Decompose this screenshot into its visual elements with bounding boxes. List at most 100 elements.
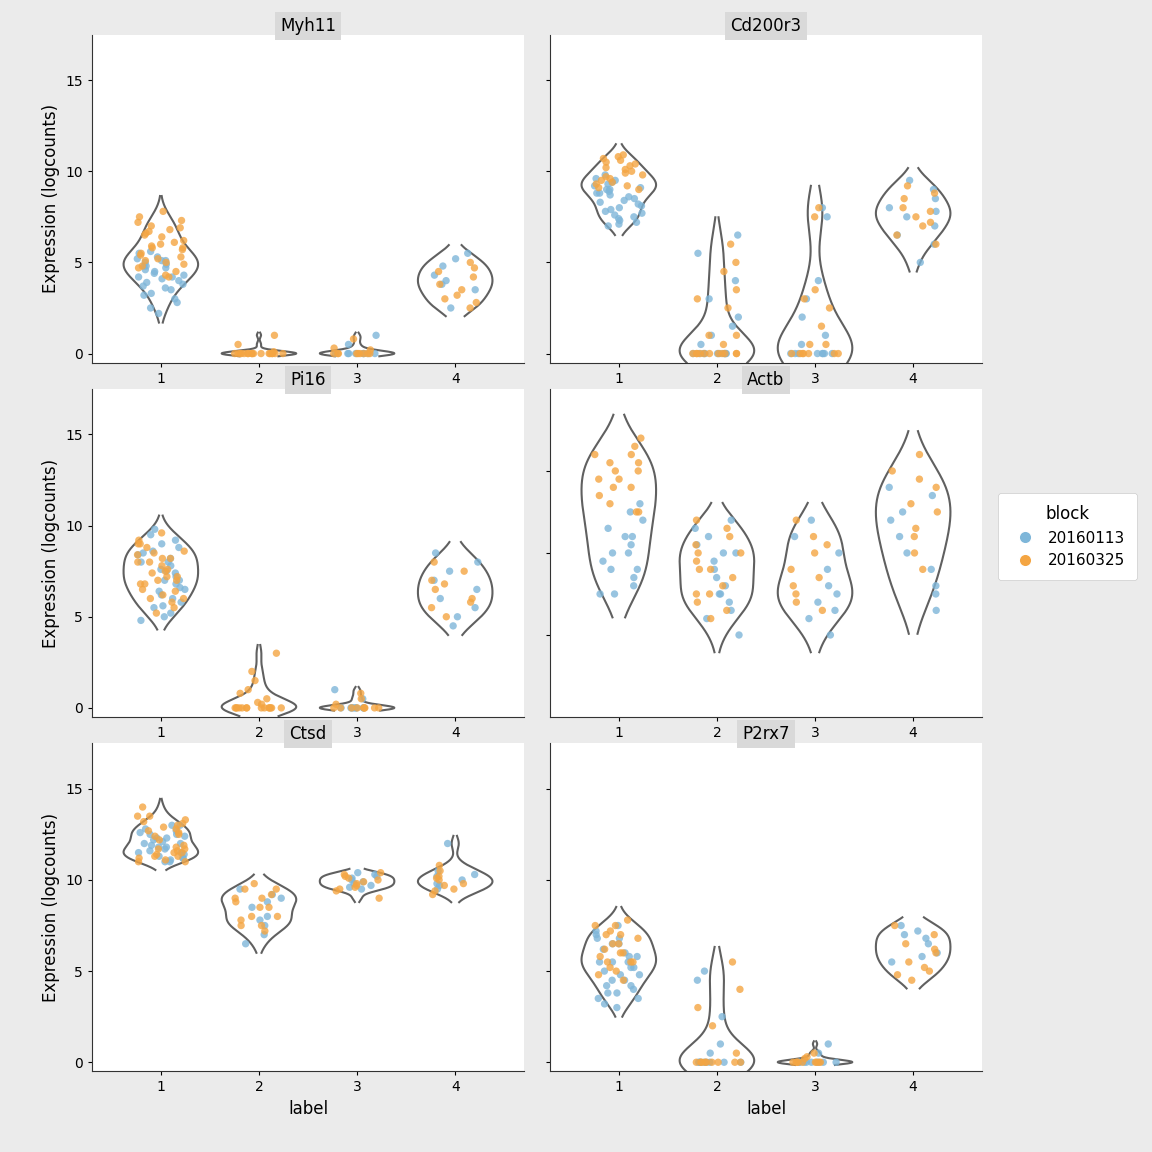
Point xyxy=(259,899,278,917)
Point xyxy=(808,1053,826,1071)
Point xyxy=(168,568,187,586)
Point xyxy=(361,344,379,363)
Point xyxy=(165,598,183,616)
Point xyxy=(130,207,149,226)
Point xyxy=(793,308,811,326)
Point xyxy=(136,251,154,270)
Point xyxy=(914,217,932,235)
Point xyxy=(145,598,164,616)
Point xyxy=(805,207,824,226)
Point xyxy=(919,934,938,953)
Point xyxy=(591,947,609,965)
Point xyxy=(238,344,257,363)
Point xyxy=(827,1053,846,1071)
Point xyxy=(600,182,619,200)
Point xyxy=(795,289,813,308)
Point xyxy=(343,698,362,717)
Point xyxy=(435,575,454,593)
Point xyxy=(727,281,745,300)
Point xyxy=(829,544,848,562)
Point xyxy=(175,840,194,858)
Legend: 20160113, 20160325: 20160113, 20160325 xyxy=(998,493,1137,581)
Point xyxy=(828,585,847,604)
Point xyxy=(229,335,248,354)
Point xyxy=(142,525,160,544)
Point xyxy=(786,528,804,546)
Point xyxy=(174,238,192,257)
Point xyxy=(152,560,170,578)
Point xyxy=(166,531,184,550)
Point xyxy=(895,189,914,207)
Point xyxy=(732,544,750,562)
Point xyxy=(714,544,733,562)
Point xyxy=(173,843,191,862)
Point xyxy=(150,304,168,323)
Point xyxy=(439,834,457,852)
Point xyxy=(164,590,182,608)
Point xyxy=(162,267,181,286)
Point xyxy=(461,298,479,317)
Point xyxy=(717,576,735,594)
Point xyxy=(167,820,185,839)
Point xyxy=(161,550,180,568)
Point xyxy=(156,571,174,590)
Point xyxy=(599,175,617,194)
Point xyxy=(797,289,816,308)
Point xyxy=(880,198,899,217)
Point xyxy=(888,226,907,244)
Point xyxy=(910,446,929,464)
Point xyxy=(174,849,192,867)
Point xyxy=(134,581,152,599)
Point xyxy=(804,528,823,546)
Point xyxy=(157,850,175,869)
Point xyxy=(926,585,945,604)
Point xyxy=(797,1053,816,1071)
Point xyxy=(925,940,943,958)
Point xyxy=(697,1053,715,1071)
Point xyxy=(600,454,619,472)
Point xyxy=(252,698,271,717)
Point xyxy=(167,825,185,843)
Point xyxy=(465,598,484,616)
Point xyxy=(892,916,910,934)
Point xyxy=(710,344,728,363)
Point xyxy=(927,478,946,497)
Point xyxy=(258,893,276,911)
Point xyxy=(801,335,819,354)
X-axis label: label: label xyxy=(745,1100,786,1117)
Point xyxy=(920,962,939,980)
Point xyxy=(152,535,170,553)
Point xyxy=(601,922,620,940)
Point xyxy=(787,1053,805,1071)
Point xyxy=(616,528,635,546)
Point xyxy=(888,226,907,244)
Point xyxy=(690,344,708,363)
Point xyxy=(711,585,729,604)
Point xyxy=(611,198,629,217)
Point xyxy=(130,244,149,263)
Point xyxy=(696,1053,714,1071)
Point xyxy=(732,1053,750,1071)
Point xyxy=(626,189,644,207)
Point xyxy=(340,335,358,354)
Point xyxy=(342,871,361,889)
Point xyxy=(826,601,844,620)
Point xyxy=(619,911,637,930)
Point xyxy=(811,1053,829,1071)
Point xyxy=(174,849,192,867)
Point xyxy=(785,576,803,594)
Point xyxy=(242,908,260,926)
Point xyxy=(237,698,256,717)
Point xyxy=(788,1053,806,1071)
Point xyxy=(622,958,641,977)
Point xyxy=(325,344,343,363)
Point xyxy=(173,211,191,229)
Point xyxy=(427,867,446,886)
Point xyxy=(169,824,188,842)
Point xyxy=(130,531,149,550)
Point xyxy=(130,849,149,867)
Point xyxy=(590,965,608,984)
Point xyxy=(160,220,179,238)
Point xyxy=(154,818,173,836)
Point xyxy=(435,289,454,308)
